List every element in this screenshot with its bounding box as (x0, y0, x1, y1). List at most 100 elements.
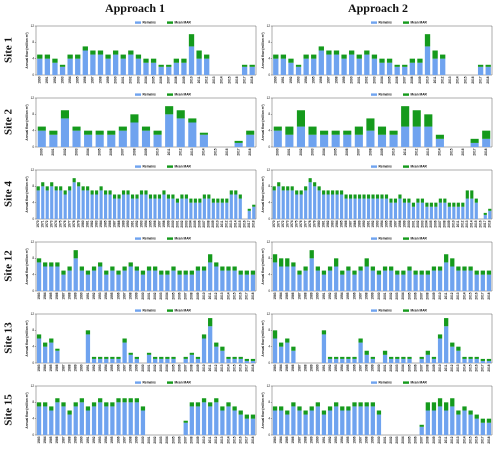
bar-segment (158, 66, 164, 75)
bar-segment (140, 270, 146, 275)
bar-segment (295, 194, 299, 219)
x-tick-label: 1995 (76, 76, 80, 83)
x-tick-label: 2015 (463, 76, 467, 83)
bar-segment (354, 126, 363, 135)
x-tick-label: 1972 (281, 220, 285, 227)
bar-segment (425, 206, 429, 219)
x-tick-label: 2011 (208, 364, 212, 371)
bar-segment (229, 194, 233, 219)
bar-segment (425, 354, 430, 363)
bar-segment (321, 330, 327, 335)
bar-segment (166, 198, 171, 219)
bar-segment (331, 194, 335, 219)
bar-segment (407, 270, 412, 291)
x-tick-label: 2000 (141, 436, 145, 443)
bar-segment (303, 414, 308, 435)
bar-segment (134, 398, 139, 403)
x-tick-label: 1998 (129, 436, 133, 443)
x-tick-label: 2004 (401, 436, 405, 443)
x-tick-label: 1987 (61, 292, 65, 299)
x-tick-label: 2002 (180, 220, 184, 227)
x-tick-label: 1992 (92, 292, 96, 299)
bar-segment (480, 422, 485, 435)
bar-segment (73, 258, 78, 291)
x-tick-label: 1996 (116, 292, 120, 299)
bar-segment (104, 190, 108, 195)
bar-segment (483, 214, 487, 219)
x-tick-label: 1998 (162, 220, 166, 227)
bar-segment (297, 270, 302, 275)
legend-swatch (135, 309, 141, 312)
bar-segment (98, 266, 103, 291)
x-tick-label: 2003 (395, 364, 399, 371)
bar-segment (146, 266, 152, 271)
x-tick-label: 2000 (141, 364, 145, 371)
bar-segment (424, 126, 433, 147)
bar-segment (358, 270, 363, 291)
bar-segment (79, 402, 84, 435)
bar-segment (229, 190, 233, 195)
x-tick-label: 2008 (443, 220, 447, 227)
x-tick-label: 1990 (316, 292, 320, 299)
bar-segment (122, 398, 127, 403)
x-tick-label: 2007 (167, 76, 171, 83)
bar-segment (201, 270, 207, 291)
y-tick-label: 8 (32, 184, 34, 188)
bar-segment (110, 270, 115, 291)
bar-segment (195, 358, 201, 363)
x-tick-label: 1979 (76, 220, 80, 227)
bar-segment (444, 402, 449, 411)
x-tick-label: 1973 (286, 220, 290, 227)
bar-segment (321, 334, 327, 363)
bar-segment (110, 356, 115, 359)
bar-segment (395, 274, 400, 291)
bar-segment (371, 194, 375, 199)
bar-segment (189, 270, 194, 275)
bar-segment (380, 198, 384, 219)
bar-segment (189, 406, 194, 435)
bar-segment (37, 58, 43, 75)
x-tick-label: 2014 (226, 364, 230, 371)
bar-segment (393, 198, 398, 203)
bar-segment (417, 58, 423, 63)
bar-segment (277, 182, 281, 187)
x-tick-label: 1982 (326, 220, 330, 227)
row-title: Site 2 (3, 109, 15, 135)
bar-segment (291, 402, 296, 407)
bar-segment (188, 34, 195, 47)
legend-label: Mean MAR (411, 92, 428, 96)
y-axis-label: Annual flow (million m³) (25, 176, 29, 212)
x-tick-label: 1984 (335, 220, 339, 227)
legend-swatch (403, 93, 409, 96)
x-tick-label: 1999 (106, 76, 110, 83)
x-tick-label: 2000 (407, 220, 411, 227)
bar-segment (285, 134, 294, 147)
bar-segment (183, 422, 188, 435)
bar-segment (104, 356, 109, 359)
bar-segment (409, 62, 415, 75)
bar-segment (322, 190, 326, 195)
bar-segment (130, 194, 135, 199)
x-tick-label: 2000 (171, 220, 175, 227)
bar-segment (474, 198, 478, 203)
bar-segment (171, 270, 176, 291)
bar-segment (67, 266, 72, 271)
bar-segment (401, 270, 406, 275)
x-tick-label: 2001 (411, 220, 415, 227)
y-tick-label: 0 (32, 433, 34, 437)
x-tick-label: 2011 (197, 76, 201, 83)
x-tick-label: 2016 (471, 76, 475, 83)
bar-segment (105, 58, 111, 75)
x-tick-label: 2006 (177, 292, 181, 299)
x-tick-label: 2017 (247, 220, 251, 227)
bar-segment (379, 62, 385, 75)
bar-segment (401, 356, 406, 359)
x-tick-label: 2014 (456, 76, 460, 83)
x-tick-label: 1994 (380, 220, 384, 227)
bar-segment (341, 58, 347, 75)
x-tick-label: 2000 (377, 436, 381, 443)
bar-segment (250, 360, 256, 363)
bar-segment (340, 356, 345, 359)
y-tick-label: 4 (268, 345, 270, 349)
